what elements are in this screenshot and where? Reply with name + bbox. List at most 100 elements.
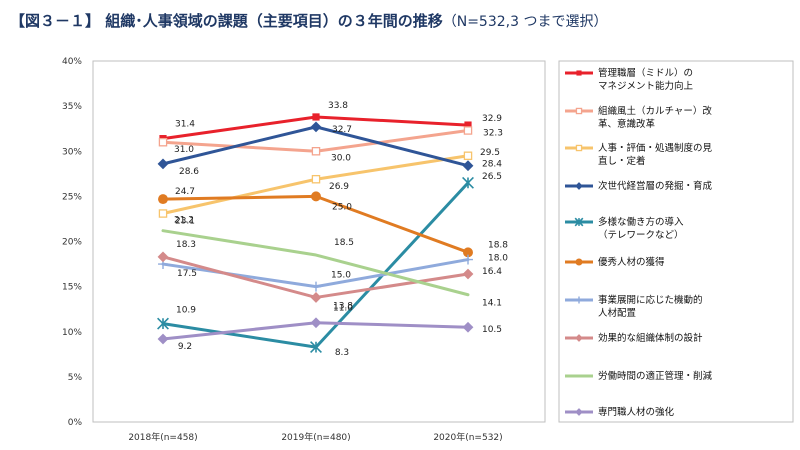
- legend-label: 管理職層（ミドル）の: [598, 67, 693, 79]
- data-label: 18.0: [488, 254, 508, 264]
- y-tick-label: 40%: [62, 57, 82, 67]
- legend-label: （テレワークなど）: [598, 229, 684, 241]
- legend-label: 専門職人材の強化: [598, 406, 675, 418]
- data-label: 28.4: [482, 160, 502, 170]
- open-square-marker: [463, 151, 473, 161]
- plot-area-frame: [92, 60, 546, 423]
- open-square-marker: [575, 107, 583, 115]
- legend-label: 優秀人材の獲得: [598, 256, 665, 268]
- data-label: 9.2: [178, 342, 192, 352]
- diamond-marker: [157, 333, 169, 345]
- series-line: [161, 229, 470, 297]
- diamond-marker: [310, 292, 322, 303]
- legend-frame: [558, 60, 794, 423]
- data-label: 13.8: [333, 301, 353, 311]
- circle-marker: [575, 258, 583, 266]
- data-label: 21.2: [174, 216, 194, 226]
- diamond-marker: [575, 182, 583, 190]
- square-marker: [312, 113, 320, 121]
- data-label: 33.8: [328, 101, 348, 111]
- data-label: 29.5: [480, 148, 500, 158]
- plus-marker: [311, 281, 321, 292]
- legend-label: 次世代経営層の発掘・育成: [598, 180, 713, 192]
- star-marker: [462, 176, 474, 189]
- x-tick-label: 2019年(n=480): [281, 431, 350, 443]
- chart-title: 【図３－１】 組織･人事領域の課題（主要項目）の３年間の推移（N=532,3 つ…: [10, 10, 607, 31]
- series-6: [158, 191, 473, 258]
- diamond-marker: [575, 408, 583, 416]
- y-tick-label: 30%: [62, 147, 82, 157]
- y-tick-label: 10%: [62, 328, 82, 338]
- circle-marker: [311, 191, 321, 202]
- legend-label: 人材配置: [598, 307, 636, 319]
- open-square-marker: [575, 144, 583, 152]
- data-label: 17.5: [177, 269, 197, 279]
- legend: 管理職層（ミドル）のマネジメント能力向上組織風土（カルチャー）改革、意識改革人事…: [565, 67, 713, 418]
- y-tick-label: 25%: [62, 192, 82, 202]
- data-label: 32.3: [483, 128, 503, 138]
- legend-item-2: 組織風土（カルチャー）改革、意識改革: [565, 105, 712, 130]
- y-tick-label: 5%: [68, 373, 83, 383]
- legend-label: 効果的な組織体制の設計: [598, 332, 703, 344]
- series-group: [157, 113, 474, 354]
- series-5: [157, 176, 474, 354]
- series-2: [158, 126, 473, 156]
- diamond-marker: [157, 158, 169, 170]
- data-label: 26.9: [329, 182, 349, 192]
- data-label: 10.5: [482, 325, 502, 335]
- data-label: 18.8: [488, 240, 508, 250]
- data-label: 31.0: [174, 145, 194, 155]
- open-square-marker: [311, 146, 321, 156]
- data-label: 10.9: [176, 306, 196, 316]
- legend-label: 多様な働き方の導入: [598, 216, 684, 228]
- open-square-marker: [158, 209, 168, 218]
- legend-label: 直し・定着: [598, 155, 646, 167]
- legend-label: マネジメント能力向上: [598, 80, 694, 92]
- series-9: [161, 229, 470, 297]
- plus-marker: [575, 296, 583, 304]
- series-3: [158, 151, 473, 218]
- data-label: 14.1: [482, 299, 502, 309]
- data-label: 23.1: [175, 217, 195, 227]
- series-line: [161, 154, 470, 216]
- legend-label: 事業展開に応じた機動的: [598, 294, 703, 306]
- data-label: 32.9: [482, 114, 502, 124]
- diamond-marker: [575, 334, 583, 342]
- diamond-marker: [310, 317, 322, 329]
- plus-marker: [463, 254, 473, 265]
- chart-subtitle: （N=532,3 つまで選択）: [442, 14, 608, 30]
- y-tick-label: 20%: [62, 238, 82, 248]
- data-label: 32.7: [332, 125, 352, 135]
- diamond-marker: [310, 121, 322, 133]
- circle-marker: [463, 247, 473, 258]
- y-tick-label: 0%: [68, 418, 83, 428]
- star-marker: [157, 317, 169, 330]
- data-label: 8.3: [335, 348, 349, 358]
- y-tick-label: 35%: [62, 102, 82, 112]
- data-label: 24.7: [175, 187, 195, 197]
- data-label: 16.4: [482, 267, 502, 277]
- chart-title-main: 【図３－１】 組織･人事領域の課題（主要項目）の３年間の推移: [10, 12, 443, 30]
- legend-label: 人事・評価・処遇制度の見: [598, 142, 713, 154]
- open-square-marker: [311, 174, 321, 184]
- data-label: 18.3: [176, 240, 196, 250]
- legend-label: 労働時間の適正管理・削減: [598, 370, 713, 382]
- diamond-marker: [462, 268, 474, 280]
- x-tick-label: 2020年(n=532): [433, 431, 502, 443]
- open-square-marker: [463, 126, 473, 135]
- legend-label: 革、意識改革: [598, 118, 656, 130]
- legend-label: 組織風土（カルチャー）改: [598, 105, 712, 117]
- series-4: [157, 121, 474, 172]
- legend-item-6: 優秀人材の獲得: [565, 256, 665, 268]
- data-label: 15.0: [331, 271, 351, 281]
- series-7: [158, 254, 473, 292]
- square-marker: [576, 70, 582, 76]
- legend-item-4: 次世代経営層の発掘・育成: [565, 180, 713, 192]
- data-label: 28.6: [179, 167, 199, 177]
- data-label: 26.5: [482, 172, 502, 182]
- series-8: [157, 251, 474, 303]
- data-label: 18.5: [334, 238, 354, 248]
